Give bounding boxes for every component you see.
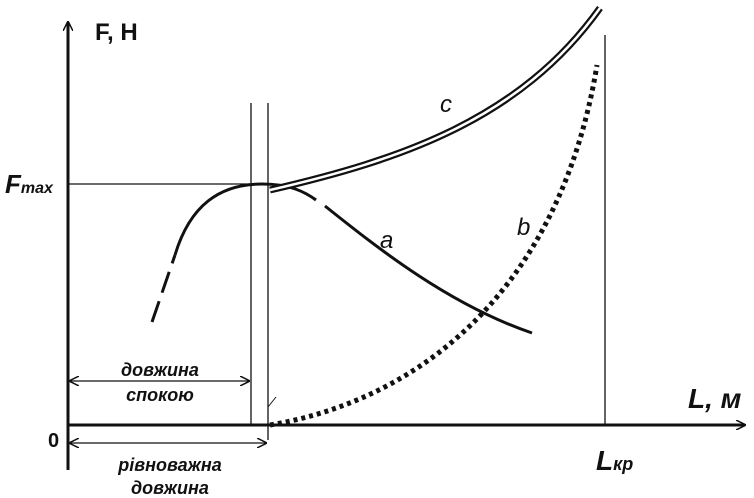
curve-label: a — [380, 227, 393, 254]
x-label: L, м — [688, 383, 742, 414]
axes — [68, 22, 745, 470]
curve-a — [324, 204, 533, 335]
rest-text: довжина — [121, 360, 199, 380]
curve-a-top — [173, 182, 317, 256]
y-label: F, Н — [95, 19, 138, 46]
curve-label: c — [440, 91, 452, 118]
origin: 0 — [48, 430, 59, 452]
lcr-main: L — [596, 445, 613, 476]
tick — [267, 396, 277, 408]
equilibrium-text: довжина — [131, 478, 209, 498]
curve-a-dashed — [150, 254, 177, 323]
fmax-label: Fmax — [5, 169, 54, 199]
equilibrium-text: рівноважна — [117, 455, 222, 475]
lcr-sub: кр — [613, 454, 633, 474]
fmax-main: F — [5, 169, 22, 199]
curve-b — [269, 64, 600, 428]
lcr-label: Lкр — [596, 445, 633, 476]
curve-label: b — [517, 214, 530, 241]
fmax-sub: max — [21, 180, 54, 197]
curves — [150, 5, 603, 428]
rest-text: спокою — [126, 385, 194, 405]
curve-c-outer — [269, 5, 603, 194]
curve-c-inner — [269, 7, 602, 192]
